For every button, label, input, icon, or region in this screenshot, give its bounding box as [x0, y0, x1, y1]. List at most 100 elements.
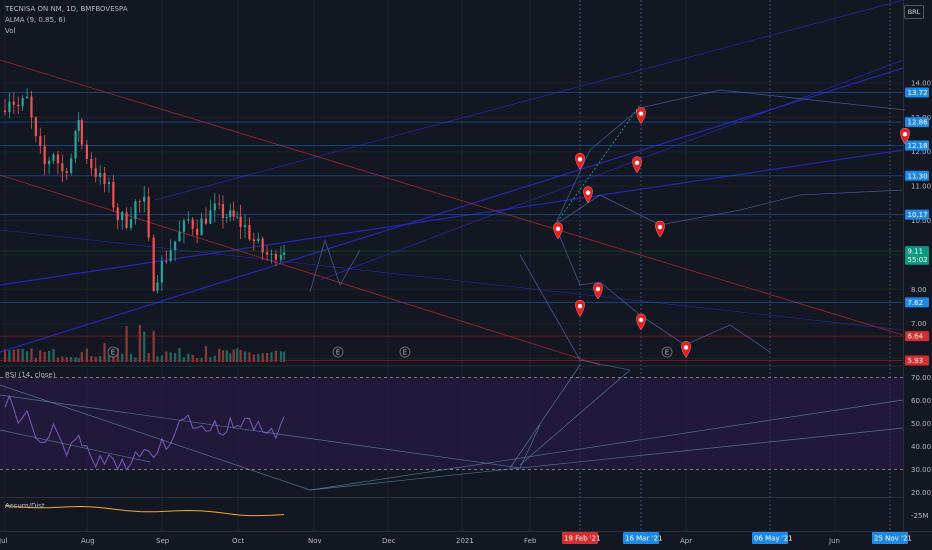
price-level-tag-label: 6.64: [908, 333, 924, 341]
candle-body: [165, 261, 168, 262]
volume-bar: [239, 349, 242, 362]
volume-bar: [43, 351, 46, 362]
candle-body: [204, 218, 208, 224]
volume-bar: [232, 349, 235, 362]
candle-body: [239, 216, 242, 228]
price-level-tag: [905, 140, 929, 151]
date-marker-tag: [562, 532, 598, 544]
price-tick-label: 14.00: [911, 79, 931, 87]
candle-body: [257, 238, 260, 242]
symbol-legend[interactable]: TECNISA ON NM, 1D, BMFBOVESPA: [5, 5, 128, 13]
volume-bar: [77, 357, 80, 362]
price-level-tag: [905, 170, 929, 181]
candle-body: [248, 225, 251, 240]
candle-body: [43, 146, 46, 165]
volume-bar: [21, 348, 24, 362]
volume-bar: [152, 330, 155, 362]
volume-bar: [61, 356, 64, 362]
candle-body: [90, 158, 93, 169]
volume-bar: [191, 354, 194, 362]
price-level-tag: [905, 355, 929, 366]
map-pin-dot: [595, 286, 601, 292]
volume-bar: [90, 356, 93, 362]
candle-body: [12, 101, 15, 105]
volume-bar: [99, 355, 102, 362]
volume-bar: [182, 357, 186, 362]
volume-bar: [143, 331, 146, 362]
volume-bar: [17, 348, 20, 362]
rsi-tick-label: 50.00: [911, 420, 931, 428]
volume-bar: [70, 356, 73, 362]
rsi-trend-line: [309, 399, 904, 491]
volume-bar: [65, 357, 68, 362]
rsi-trend-line: [0, 429, 151, 463]
vol-legend[interactable]: Vol: [5, 27, 16, 35]
candles: [3, 88, 286, 294]
trend-line: [0, 67, 904, 353]
candle-body: [236, 216, 239, 218]
volume-bar: [243, 351, 247, 362]
candle-body: [8, 101, 11, 113]
projection-line: [519, 254, 631, 371]
candle-body: [174, 241, 177, 251]
price-level-tag: [905, 254, 929, 265]
earnings-icon: [107, 346, 119, 358]
candle-body: [178, 231, 181, 242]
rsi-trend-line: [509, 364, 581, 469]
projection-line: [554, 189, 904, 226]
volume-bar: [261, 353, 264, 362]
map-pin-dot: [638, 317, 644, 323]
candle-body: [129, 219, 133, 228]
price-level-tag-label: 55:02: [908, 256, 928, 264]
candle-body: [274, 253, 277, 260]
candle-body: [282, 252, 286, 255]
projection-line: [309, 238, 361, 293]
date-marker-label: 16 Mar '21: [625, 535, 662, 543]
currency-button[interactable]: BRL: [904, 5, 924, 19]
volume-bar: [85, 348, 88, 362]
price-tick-label: 8.00: [911, 286, 927, 294]
candle-body: [265, 252, 269, 255]
volume-bar: [248, 352, 251, 362]
rsi-tick-label: 70.00: [911, 374, 931, 382]
candle-body: [107, 181, 111, 185]
time-axis-label: Apr: [680, 537, 692, 545]
candle-body: [94, 168, 97, 177]
alma-legend[interactable]: ALMA (9, 0.85, 6): [5, 16, 66, 24]
rsi-tick-label: 40.00: [911, 443, 931, 451]
price-level-tag: [905, 331, 929, 342]
candle-body: [279, 254, 283, 260]
candle-body: [74, 130, 77, 159]
time-axis-label: Feb: [524, 537, 537, 545]
candle-body: [213, 203, 216, 211]
volume-bar: [34, 357, 37, 362]
candle-body: [169, 250, 172, 262]
volume-bar: [165, 351, 168, 362]
rsi-tick-label: 30.00: [911, 466, 931, 474]
candle-body: [243, 225, 247, 228]
date-marker-tag: [623, 532, 659, 544]
rsi-tick-label: 20.00: [911, 489, 931, 497]
candle-body: [30, 96, 33, 118]
ad-legend[interactable]: Accum/Dist: [5, 502, 45, 510]
volume-bar: [48, 350, 51, 362]
volume-bar: [147, 352, 150, 362]
candle-body: [56, 154, 60, 164]
candle-body: [103, 172, 106, 185]
volume-bar: [138, 324, 141, 362]
candle-body: [65, 171, 68, 174]
candle-body: [3, 110, 7, 113]
price-level-tag: [905, 246, 929, 257]
candle-body: [191, 219, 194, 229]
price-tick-label: 11.00: [911, 183, 931, 191]
volume-bar: [121, 353, 124, 362]
rsi-legend[interactable]: RSI (14, close): [5, 371, 56, 379]
candle-body: [99, 172, 102, 177]
earnings-label: E: [111, 349, 115, 357]
earnings-icon: [399, 346, 411, 358]
rsi-trend-line: [0, 384, 311, 491]
volume-bar: [221, 350, 225, 362]
price-tick-label: 10.00: [911, 217, 931, 225]
earnings-label: E: [336, 349, 340, 357]
